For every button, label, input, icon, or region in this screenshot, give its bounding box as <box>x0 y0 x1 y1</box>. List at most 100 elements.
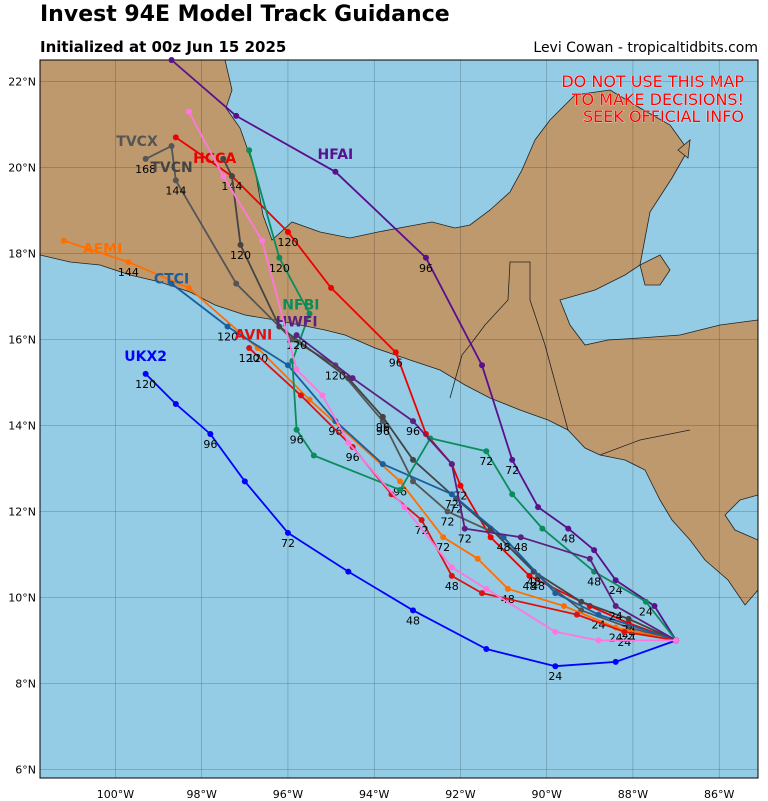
track-point <box>125 259 132 266</box>
track-hfai: 24 48 72 96 HFAI <box>168 57 680 644</box>
track-point <box>293 332 300 339</box>
track-point <box>539 525 546 532</box>
track-point <box>345 439 352 446</box>
track-point <box>552 663 559 670</box>
track-unlabeled <box>185 108 680 644</box>
track-point <box>284 228 291 235</box>
track-point <box>651 603 658 610</box>
lon-tick-label: 88°W <box>618 788 648 801</box>
track-line <box>170 59 677 641</box>
forecast-hour-label: 96 <box>419 262 433 275</box>
track-point <box>483 448 490 455</box>
lon-tick-label: 86°W <box>704 788 734 801</box>
track-point <box>276 323 283 330</box>
border-mexico-guatemala <box>449 261 531 399</box>
track-point <box>448 491 455 498</box>
lat-tick-label: 18°N <box>8 247 36 260</box>
forecast-hour-label: 72 <box>479 455 493 468</box>
track-point <box>552 628 559 635</box>
track-point <box>526 572 533 579</box>
track-point <box>509 456 516 463</box>
forecast-hour-label: 72 <box>458 533 472 546</box>
track-line <box>170 282 677 642</box>
track-line <box>145 145 677 642</box>
track-point <box>142 155 149 162</box>
track-point <box>172 177 179 184</box>
track-name-label: NFBI <box>282 297 319 313</box>
track-name-label: UKX2 <box>124 349 167 365</box>
land-cuba-fragment <box>677 139 691 159</box>
track-point <box>220 173 227 180</box>
forecast-hour-label: 72 <box>505 464 519 477</box>
forecast-hour-label: 96 <box>203 438 217 451</box>
track-point <box>509 491 516 498</box>
forecast-hour-label: 48 <box>514 541 528 554</box>
track-point <box>259 237 266 244</box>
track-point <box>479 590 486 597</box>
forecast-hour-label: 96 <box>406 425 420 438</box>
forecast-hour-label: 120 <box>135 378 156 391</box>
track-point <box>410 478 417 485</box>
track-point <box>586 555 593 562</box>
track-point <box>410 418 417 425</box>
track-point <box>345 568 352 575</box>
lat-tick-label: 20°N <box>8 161 36 174</box>
track-point <box>578 598 585 605</box>
land-yucatan-east <box>639 254 671 286</box>
track-point <box>233 112 240 119</box>
forecast-hour-label: 48 <box>527 576 541 589</box>
warning-line-2: TO MAKE DECISIONS! <box>571 90 744 109</box>
track-point <box>483 585 490 592</box>
track-point <box>293 366 300 373</box>
forecast-hour-label: 120 <box>217 331 238 344</box>
border-guatemala-honduras <box>529 299 569 431</box>
track-point <box>625 615 632 622</box>
track-point <box>612 603 619 610</box>
track-point <box>612 577 619 584</box>
lat-tick-label: 10°N <box>8 591 36 604</box>
track-point <box>220 155 227 162</box>
track-nfbi: 24 48 72 96 120 NFBI <box>246 147 680 644</box>
track-point <box>397 486 404 493</box>
track-point <box>422 254 429 261</box>
track-point <box>228 173 235 180</box>
track-point <box>349 375 356 382</box>
axis-ticks: 100°W 98°W 96°W 94°W 92°W 90°W 88°W 86°W 6°N 8°N 1… <box>8 75 734 801</box>
forecast-hour-label: 24 <box>617 636 631 649</box>
track-point <box>168 57 175 63</box>
track-point <box>448 572 455 579</box>
track-point <box>397 478 404 485</box>
track-name-label: CTCI <box>154 272 189 288</box>
track-point <box>276 254 283 261</box>
map-frame <box>39 59 759 779</box>
track-point <box>60 237 67 244</box>
track-point <box>142 370 149 377</box>
track-point <box>595 637 602 644</box>
track-point <box>410 607 417 614</box>
track-point <box>233 280 240 287</box>
track-point <box>401 504 408 511</box>
warning-line-1: DO NOT USE THIS MAP <box>561 72 744 91</box>
track-aemi: 24 48 72 96 120 144 AEMI <box>60 237 680 645</box>
track-point <box>168 280 175 287</box>
grid-lines <box>40 60 758 778</box>
track-point <box>310 452 317 459</box>
tracks-layer: 24 48 72 96 120 UKX2 24 48 72 96 HFAI 24 48 72 96 120 14… <box>60 57 680 683</box>
track-point <box>565 525 572 532</box>
track-line <box>188 111 677 642</box>
forecast-hour-label: 96 <box>290 434 304 447</box>
track-name-label: HWFI <box>276 315 318 331</box>
track-point <box>241 478 248 485</box>
map-subtitle: Initialized at 00z Jun 15 2025 <box>40 38 287 56</box>
forecast-hour-label: 144 <box>118 266 139 279</box>
track-point <box>185 284 192 291</box>
track-point <box>535 504 542 511</box>
track-point <box>293 426 300 433</box>
track-point <box>410 456 417 463</box>
track-point <box>379 461 386 468</box>
forecast-hour-label: 120 <box>230 249 251 262</box>
track-point <box>612 658 619 665</box>
track-point <box>560 603 567 610</box>
track-point <box>504 585 511 592</box>
